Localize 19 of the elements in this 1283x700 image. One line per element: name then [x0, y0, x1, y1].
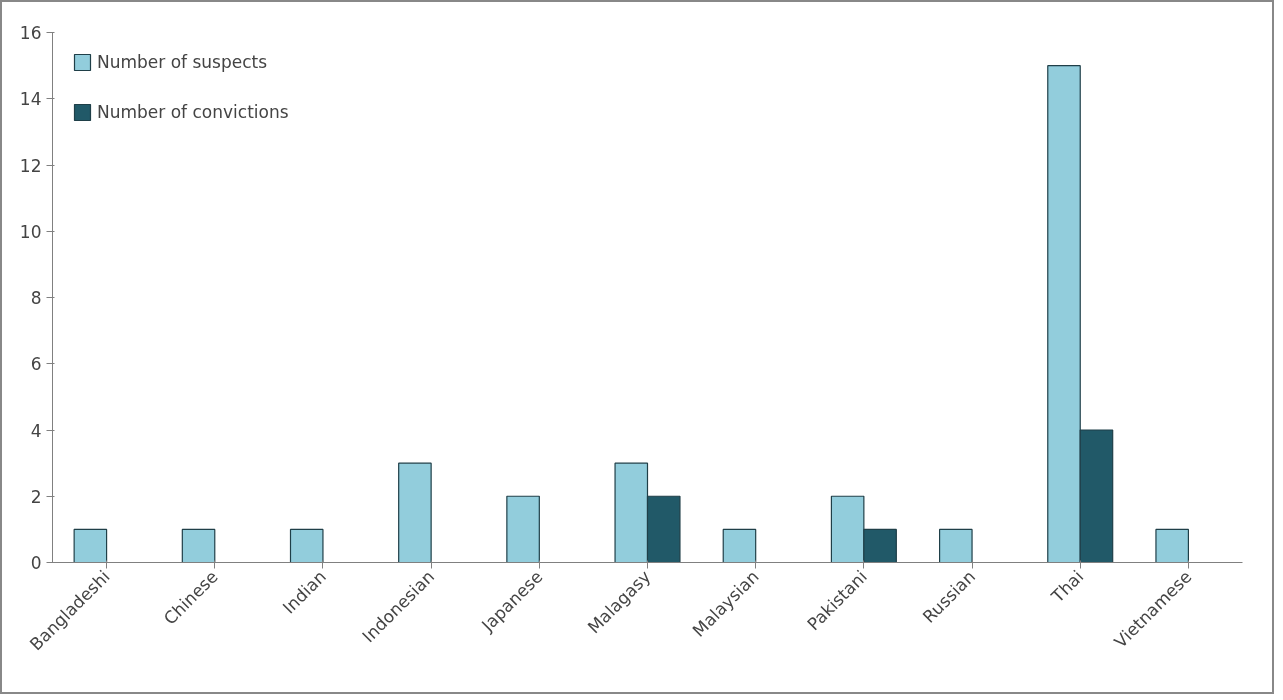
- bar: [73, 528, 108, 563]
- y-tick-label: 10: [19, 221, 42, 242]
- y-tick-label: 4: [30, 420, 42, 441]
- legend-label: Number of convictions: [97, 102, 289, 122]
- y-tick-label: 12: [19, 155, 42, 176]
- bar: [1155, 528, 1190, 563]
- bar: [722, 528, 757, 563]
- legend-label: Number of suspects: [97, 52, 268, 72]
- y-tick-label: 2: [30, 486, 42, 507]
- y-tick-label: 14: [19, 89, 42, 110]
- bar: [398, 462, 432, 563]
- y-tick-label: 0: [30, 553, 42, 573]
- y-tick-label: 8: [30, 288, 42, 308]
- bar: [289, 528, 324, 563]
- bar: [506, 495, 540, 563]
- bar: [938, 528, 973, 563]
- bar: [181, 528, 216, 563]
- y-tick-label: 6: [30, 354, 42, 375]
- y-tick-label: 16: [19, 23, 42, 43]
